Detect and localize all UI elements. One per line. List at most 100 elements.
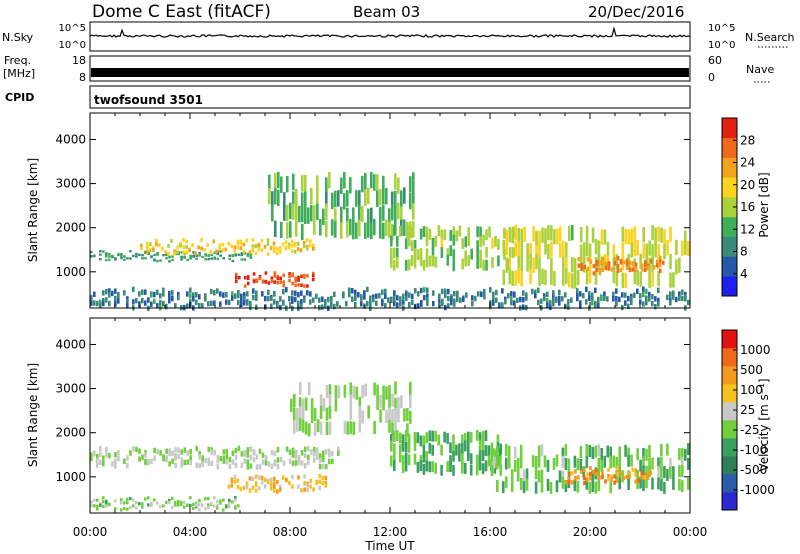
heatmap-cell — [260, 248, 264, 252]
heatmap-cell — [216, 464, 220, 470]
heatmap-cell — [294, 460, 298, 466]
heatmap-cell — [370, 222, 373, 240]
heatmap-cell — [648, 457, 651, 470]
heatmap-cell — [234, 498, 237, 502]
heatmap-cell — [517, 267, 520, 284]
colorbar-tick-label: 500 — [740, 363, 763, 377]
heatmap-cell — [324, 449, 328, 455]
heatmap-cell — [294, 279, 297, 283]
heatmap-cell — [102, 290, 105, 296]
heatmap-cell — [675, 239, 678, 256]
heatmap-cell — [293, 393, 296, 407]
heatmap-cell — [337, 190, 340, 207]
heatmap-cell — [207, 257, 210, 261]
heatmap-cell — [289, 221, 292, 238]
heatmap-cell — [93, 504, 96, 508]
heatmap-cell — [204, 296, 207, 302]
heatmap-cell — [591, 480, 595, 492]
heatmap-cell — [252, 294, 255, 301]
heatmap-cell — [434, 430, 437, 442]
heatmap-cell — [642, 286, 645, 292]
colorbar-swatch — [722, 402, 737, 421]
heatmap-cell — [318, 457, 322, 464]
heatmap-cell — [645, 295, 648, 301]
heatmap-cell — [633, 292, 636, 298]
heatmap-cell — [298, 205, 301, 223]
heatmap-cell — [391, 223, 394, 241]
heatmap-cell — [510, 291, 513, 297]
heatmap-cell — [660, 467, 663, 480]
heatmap-cell — [105, 446, 108, 453]
heatmap-cell — [476, 257, 479, 269]
heatmap-cell — [267, 295, 270, 302]
heatmap-cell — [431, 461, 434, 472]
heatmap-cell — [681, 289, 684, 295]
heatmap-cell — [391, 204, 394, 221]
heatmap-cell — [237, 445, 241, 452]
heatmap-cell — [204, 507, 207, 511]
heatmap-cell — [159, 299, 162, 306]
heatmap-cell — [179, 243, 182, 248]
heatmap-cell — [369, 295, 372, 301]
heatmap-cell — [309, 291, 312, 297]
heatmap-cell — [294, 296, 297, 303]
heatmap-cell — [165, 448, 168, 454]
heatmap-cell — [310, 398, 314, 412]
heatmap-cell — [277, 189, 280, 207]
heatmap-cell — [243, 292, 246, 298]
heatmap-cell — [283, 204, 286, 221]
heatmap-cell — [102, 455, 105, 461]
heatmap-cell — [219, 291, 222, 297]
heatmap-cell — [243, 275, 247, 280]
heatmap-cell — [297, 292, 300, 298]
heatmap-cell — [282, 475, 285, 480]
heatmap-cell — [269, 246, 273, 251]
heatmap-cell — [294, 449, 298, 456]
heatmap-cell — [361, 175, 364, 193]
heatmap-cell — [123, 290, 126, 296]
heatmap-cell — [243, 284, 247, 288]
heatmap-cell — [315, 480, 318, 485]
heatmap-cell — [138, 301, 141, 308]
heatmap-cell — [450, 300, 453, 306]
heatmap-cell — [407, 442, 411, 453]
heatmap-cell — [659, 259, 662, 264]
heatmap-cell — [114, 458, 117, 464]
heatmap-cell — [607, 266, 611, 271]
heatmap-cell — [419, 460, 423, 472]
heatmap-cell — [481, 440, 485, 452]
heatmap-cell — [313, 218, 316, 235]
heatmap-cell — [455, 230, 459, 242]
heatmap-cell — [657, 477, 660, 490]
heatmap-cell — [586, 266, 590, 271]
heatmap-cell — [141, 502, 144, 506]
heatmap-cell — [186, 450, 189, 456]
heatmap-cell — [198, 462, 201, 469]
heatmap-cell — [561, 296, 564, 302]
heatmap-cell — [258, 448, 262, 454]
heatmap-cell — [337, 450, 340, 456]
heatmap-cell — [443, 229, 447, 241]
heatmap-cell — [156, 259, 159, 263]
heatmap-cell — [276, 489, 279, 494]
heatmap-cell — [315, 450, 319, 456]
heatmap-cell — [505, 240, 509, 256]
heatmap-cell — [603, 229, 607, 245]
heatmap-cell — [291, 474, 294, 480]
heatmap-cell — [511, 270, 514, 286]
heatmap-cell — [416, 432, 420, 444]
heatmap-cell — [475, 454, 479, 466]
heatmap-cell — [540, 480, 544, 493]
heatmap-cell — [618, 446, 621, 459]
heatmap-cell — [228, 254, 231, 257]
heatmap-cell — [321, 456, 325, 462]
heatmap-cell — [189, 287, 192, 293]
heatmap-cell — [568, 471, 571, 476]
heatmap-cell — [425, 256, 429, 268]
heatmap-cell — [152, 248, 155, 252]
heatmap-cell — [363, 303, 366, 309]
heatmap-cell — [291, 290, 294, 296]
heatmap-cell — [585, 240, 589, 257]
heatmap-cell — [579, 300, 582, 306]
